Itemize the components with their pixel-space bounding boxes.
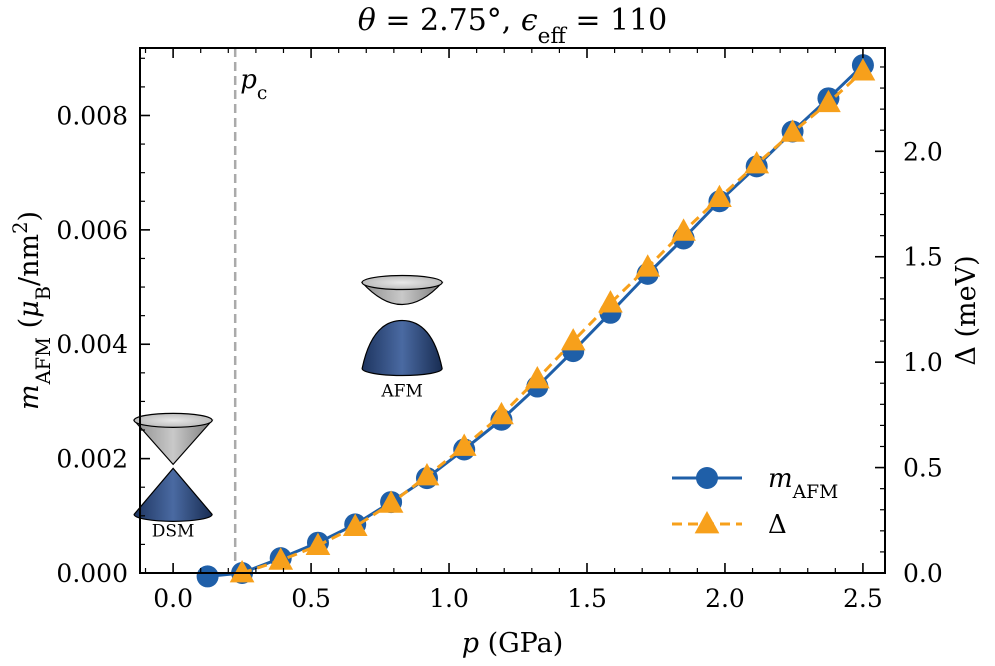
y-tick-label: 0.002 [56, 445, 128, 474]
data-point [850, 58, 876, 81]
inset-label: AFM [380, 382, 422, 402]
y-tick-label: 0.004 [56, 330, 128, 359]
y-tick-label: 0.000 [56, 559, 128, 588]
data-point [229, 560, 255, 583]
y2-axis-label: Δ (meV) [951, 255, 982, 365]
legend-marker [694, 511, 720, 534]
legend-label: mAFM [768, 464, 838, 503]
data-point [451, 433, 477, 456]
plot-frame [139, 47, 886, 574]
critical-pressure-label: pc [240, 65, 267, 104]
series-line [241, 70, 864, 575]
x-tick-label: 2.0 [705, 584, 745, 613]
inset-afm: AFM [360, 274, 444, 402]
data-point [196, 565, 219, 588]
data-point [635, 254, 661, 277]
data-point [707, 184, 732, 208]
data-point [268, 547, 294, 570]
x-tick-label: 1.5 [567, 584, 607, 613]
data-point [414, 463, 440, 486]
inset-dsm: DSM [132, 412, 214, 541]
inset-label: DSM [152, 521, 195, 541]
y2-tick-label: 0.5 [903, 454, 943, 483]
x-tick-label: 0.5 [291, 584, 331, 613]
y2-tick-label: 1.5 [903, 243, 943, 272]
afm-lower-band [361, 319, 443, 377]
y2-tick-label: 2.0 [903, 137, 943, 166]
y2-tick-label: 0.0 [903, 559, 943, 588]
dsm-lower-cone-body [133, 467, 213, 522]
x-tick-label: 1.0 [429, 584, 469, 613]
legend-marker [696, 467, 718, 489]
ticks: 0.0 0.5 1.0 1.5 2.0 2.5 0.000 0.002 0.004 0.006 0.… [56, 48, 943, 613]
series-line [207, 64, 864, 578]
data-point [489, 401, 514, 425]
legend: mAFM Δ [672, 464, 838, 540]
x-tick-label: 0.0 [153, 584, 193, 613]
data-point [671, 218, 696, 241]
afm-upper-lid [361, 274, 443, 291]
data-point [816, 89, 841, 113]
series-m-afm [196, 54, 874, 588]
data-point [342, 513, 368, 536]
y-axis-label: mAFM (μB/nm2) [9, 211, 55, 410]
data-point [780, 119, 805, 142]
data-point [744, 150, 770, 174]
data-point [560, 328, 586, 351]
dsm-lower-cone [133, 467, 213, 522]
y-tick-label: 0.008 [56, 101, 128, 130]
data-point [598, 290, 623, 313]
legend-label: Δ [768, 510, 787, 540]
dsm-upper-cone-lid [133, 412, 213, 428]
x-axis-label: p (GPa) [462, 628, 564, 659]
dsm-upper-cone [132, 412, 214, 466]
data-point [305, 532, 331, 555]
y2-tick-label: 1.0 [903, 348, 943, 377]
chart-title: θ = 2.75°, ϵeff = 110 [358, 3, 668, 49]
data-point [524, 366, 550, 389]
x-tick-label: 2.5 [843, 584, 883, 613]
data-point [378, 490, 404, 513]
y-tick-label: 0.006 [56, 216, 128, 245]
series-delta [229, 58, 876, 583]
